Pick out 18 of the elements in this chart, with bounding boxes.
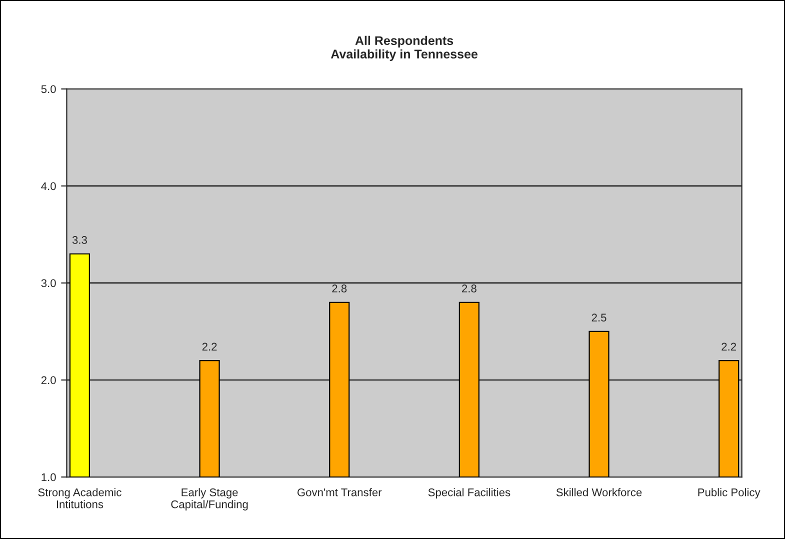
x-tick-label: Strong Academic Intitutions [38, 488, 122, 508]
data-label: 2.8 [332, 284, 347, 292]
x-tick-label: Special Facilities [428, 488, 510, 498]
chart-title: All Respondents Availability in Tennessee [330, 36, 478, 61]
data-label: 2.8 [462, 284, 476, 292]
y-tick-label: 3.0 [41, 279, 56, 288]
x-tick-label: Early Stage Capital/Funding [171, 488, 248, 510]
y-tick-label: 1.0 [42, 473, 56, 482]
x-tick-label: Skilled Workforce [556, 488, 642, 496]
y-tick-label: 4.0 [41, 182, 56, 190]
data-label: 2.5 [592, 314, 606, 322]
y-tick-label: 5.0 [41, 85, 56, 94]
data-label: 2.2 [722, 342, 736, 351]
y-tick-label: 2.0 [41, 376, 56, 384]
data-label: 3.3 [72, 236, 87, 244]
x-tick-label: Govn'mt Transfer [297, 488, 382, 496]
x-tick-label: Public Policy [698, 488, 760, 498]
data-label: 2.2 [202, 342, 217, 351]
